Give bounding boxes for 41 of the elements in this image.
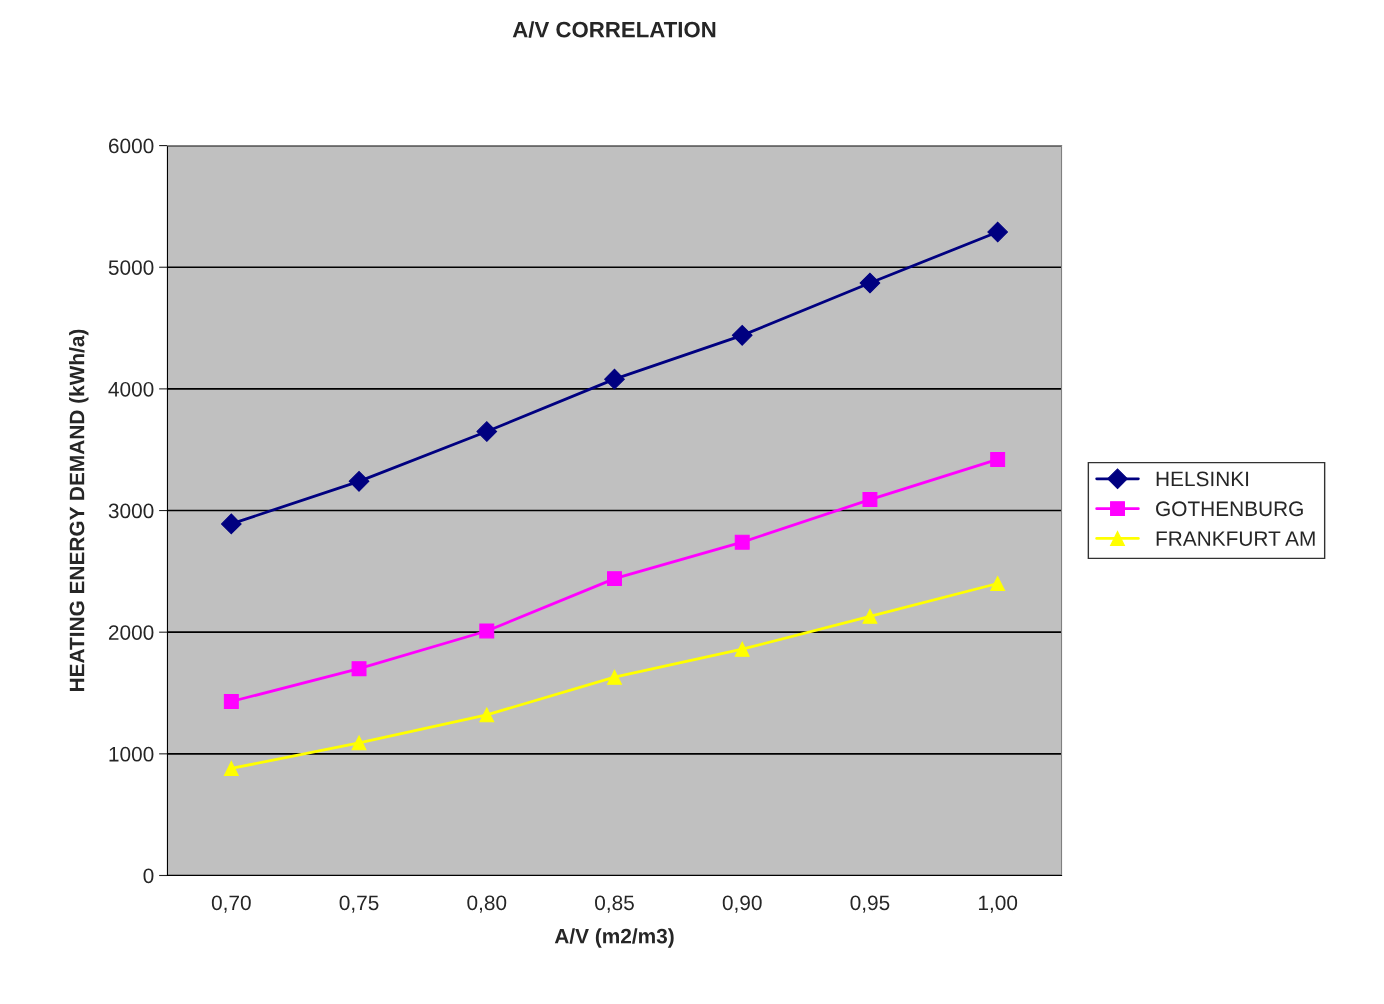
x-axis-title: A/V (m2/m3) [554,928,674,948]
point [351,661,367,677]
x-tick-label: 0,70 [211,895,251,913]
chart-title: A/V CORRELATION [512,21,716,38]
point [351,735,367,751]
y-tick-label: 1000 [109,746,154,762]
x-tick-label: 0,85 [595,895,634,913]
x-tick-label: 0,90 [722,895,762,913]
point [479,623,495,639]
point [862,492,878,508]
x-tick-label: 1,00 [978,895,1018,913]
point [734,534,750,550]
point [476,421,498,442]
point [990,451,1006,467]
y-tick-label: 5000 [108,260,154,275]
point [607,571,622,587]
y-tick-label: 4000 [108,381,154,397]
point [604,368,625,390]
point [859,272,881,294]
point [990,576,1006,591]
point [731,325,753,346]
point [479,707,495,723]
y-axis-title: HEATING ENERGY DEMAND (kWh/a) [69,329,89,692]
y-tick-label: 3000 [108,503,154,519]
x-tick-label: 0,95 [850,895,890,913]
x-tick-label: 0,80 [467,895,507,913]
y-tick-label: 6000 [108,138,154,154]
point [223,760,239,776]
point [220,513,242,535]
legend-label: HELSINKI [1156,471,1249,487]
point [862,608,878,624]
point [987,221,1009,243]
point [223,694,239,709]
legend-label: GOTHENBURG [1156,501,1303,517]
legend-label: FRANKFURT AM [1156,531,1315,546]
point [734,641,750,657]
point [607,669,622,685]
point [348,471,370,492]
y-tick-label: 2000 [108,625,154,640]
y-tick-label: 0 [143,868,154,884]
x-tick-label: 0,75 [339,895,379,913]
